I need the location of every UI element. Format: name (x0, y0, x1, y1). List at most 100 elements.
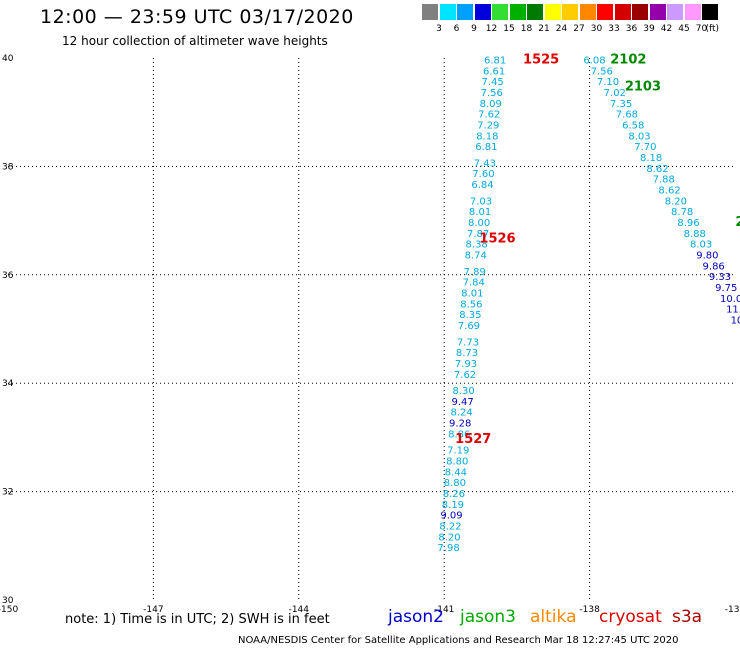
legend-swatch (614, 4, 631, 20)
wave-height-value: 7.68 (616, 110, 638, 121)
x-tick-label: -147 (143, 605, 163, 615)
wave-height-value: 7.60 (472, 169, 494, 180)
pass-number-label: 2102 (610, 52, 646, 67)
wave-height-value: 8.26 (443, 489, 465, 500)
wave-height-value: 8.18 (476, 131, 498, 142)
legend-label: 45 (678, 24, 690, 34)
satellite-name: altika (530, 607, 577, 627)
wave-height-value: 8.18 (640, 153, 662, 164)
pass-number-label: 1526 (479, 231, 515, 246)
y-tick-label: 30 (2, 596, 14, 606)
wave-height-value: 7.98 (437, 543, 459, 554)
axis-ticks: -150 -147 -144 -141 -138 -135 30 32 34 36 38 40 (0, 54, 740, 615)
legend-swatch (457, 4, 473, 20)
wave-height-value: 8.01 (461, 288, 483, 299)
y-tick-label: 38 (2, 162, 14, 172)
wave-height-value: 8.03 (690, 240, 712, 251)
wave-height-value: 7.19 (447, 446, 469, 457)
legend-label: 39 (643, 24, 655, 34)
wave-height-value: 6.58 (622, 120, 644, 131)
legend-swatch (544, 4, 561, 20)
wave-height-value: 7.56 (591, 66, 613, 77)
wave-height-value: 7.56 (481, 88, 503, 99)
legend-label: 12 (485, 24, 498, 34)
wave-height-value: 8.22 (439, 522, 461, 533)
wave-height-value: 8.35 (459, 310, 481, 321)
legend-swatch (474, 4, 491, 20)
pass-number-label: 2103 (625, 80, 661, 95)
wave-height-value: 7.89 (464, 267, 486, 278)
wave-height-value: 10.0 (720, 294, 740, 305)
pass-number-label: 2 (735, 215, 740, 230)
legend-swatch (422, 4, 438, 20)
wave-height-value: 6.84 (471, 180, 493, 191)
satellite-name: jason2 (388, 607, 444, 627)
wave-height-value: 8.19 (442, 500, 464, 511)
map-title: 12:00 — 23:59 UTC 03/17/2020 (40, 6, 354, 28)
wave-height-value: 7.93 (455, 359, 477, 370)
legend-label: 9 (471, 24, 477, 34)
legend-label: 15 (503, 24, 515, 34)
legend-label: 24 (555, 24, 568, 34)
pass-number-label: 1525 (523, 52, 559, 67)
wave-height-value: 7.45 (482, 77, 504, 88)
jason3-track: 6.816.617.457.568.097.627.298.186.817.43… (437, 52, 559, 554)
note-text: note: 1) Time is in UTC; 2) SWH is in fe… (65, 612, 330, 627)
y-tick-label: 32 (2, 488, 13, 498)
legend-label: 33 (608, 24, 620, 34)
x-tick-label: -144 (289, 605, 310, 615)
x-tick-label: -135 (725, 605, 740, 615)
wave-height-value: 8.86 (448, 429, 470, 440)
wave-height-value: 11. (726, 305, 740, 316)
x-tick-label: -150 (0, 605, 18, 615)
legend-swatch (632, 4, 648, 20)
wave-height-value: 9.28 (449, 419, 471, 430)
wave-height-value: 7.35 (610, 99, 632, 110)
wave-height-value: 9.86 (703, 261, 725, 272)
pass-number-label: 1527 (455, 432, 491, 447)
legend-unit: (ft) (705, 24, 720, 34)
satellite-name: s3a (672, 607, 703, 627)
wave-height-value: 8.62 (646, 164, 668, 175)
wave-height-value: 8.44 (445, 467, 467, 478)
legend-label: 70 (695, 24, 708, 34)
wave-height-value: 8.00 (468, 218, 490, 229)
wave-height-value: 6.61 (483, 66, 505, 77)
wave-height-value: 9.09 (440, 511, 462, 522)
legend-label: 27 (573, 24, 585, 34)
wave-height-value: 6.81 (475, 142, 497, 153)
wave-height-value: 8.96 (677, 218, 699, 229)
wave-height-value: 7.29 (477, 120, 499, 131)
wave-height-value: 9.47 (451, 397, 473, 408)
wave-height-value: 7.62 (478, 110, 500, 121)
wave-height-value: 8.73 (456, 348, 478, 359)
wave-height-value: 7.03 (470, 196, 492, 207)
y-tick-label: 36 (2, 271, 14, 281)
wave-height-value: 8.20 (665, 196, 687, 207)
footer-credit: NOAA/NESDIS Center for Satellite Applica… (238, 635, 679, 646)
wave-height-value: 8.24 (451, 408, 473, 419)
wave-height-value: 8.62 (658, 186, 680, 197)
wave-height-value: 8.01 (469, 207, 491, 218)
legend-label: 36 (625, 24, 638, 34)
wave-height-value: 7.87 (467, 229, 489, 240)
legend-swatch (439, 4, 456, 20)
y-tick-label: 34 (2, 379, 14, 389)
wave-height-value: 7.84 (463, 278, 485, 289)
legend-label: 30 (590, 24, 603, 34)
map-subtitle: 12 hour collection of altimeter wave hei… (62, 34, 328, 48)
wave-height-value: 7.69 (458, 321, 480, 332)
wave-height-value: 8.78 (671, 207, 693, 218)
wave-height-value: 7.70 (634, 142, 656, 153)
legend-label: 18 (520, 24, 533, 34)
wave-height-value: 8.30 (452, 386, 474, 397)
wave-height-value: 8.38 (466, 240, 488, 251)
legend-swatch (579, 4, 596, 20)
legend-label: 3 (436, 24, 442, 34)
satellite-name: cryosat (599, 607, 662, 627)
satellite-name: jason3 (460, 607, 516, 627)
lat-lon-grid (8, 58, 735, 600)
y-tick-label: 40 (2, 54, 14, 64)
wave-height-value: 10 (731, 316, 740, 327)
